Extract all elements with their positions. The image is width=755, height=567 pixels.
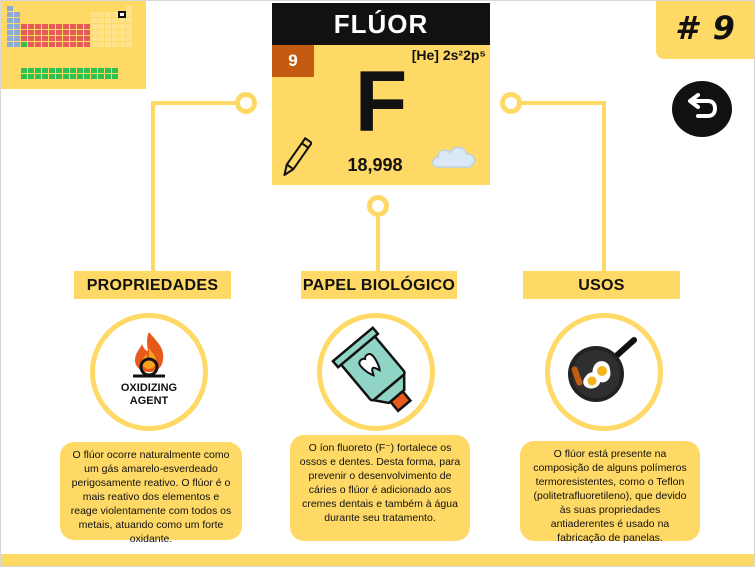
- toothpaste-icon: [317, 313, 435, 431]
- element-name: FLÚOR: [272, 3, 490, 45]
- connector-right-vertical: [602, 101, 606, 273]
- back-button[interactable]: [672, 81, 732, 137]
- electron-configuration: [He] 2s²2p⁵: [411, 47, 486, 63]
- description-papel-biologico: O íon fluoreto (F⁻) fortalece os ossos e…: [290, 435, 470, 541]
- pencil-icon: [282, 133, 314, 185]
- connector-left-horizontal: [151, 101, 237, 105]
- oxidizer-caption-2: AGENT: [130, 395, 169, 407]
- element-symbol: F: [354, 54, 408, 150]
- connector-dot-center: [367, 195, 389, 217]
- description-usos: O flúor está presente na composição de a…: [520, 441, 700, 544]
- connector-center-vertical: [376, 217, 380, 273]
- connector-dot-left: [235, 92, 257, 114]
- frying-pan-icon: [545, 313, 663, 431]
- oxidizing-agent-icon: OXIDIZING AGENT: [90, 313, 208, 431]
- gas-cloud-icon: [430, 141, 478, 175]
- connector-dot-right: [500, 92, 522, 114]
- connector-left-vertical: [151, 101, 155, 273]
- description-propriedades: O flúor ocorre naturalmente como um gás …: [60, 442, 242, 545]
- back-arrow-icon: [688, 93, 718, 118]
- atomic-number: 9: [272, 45, 314, 77]
- element-card: FLÚOR 9 [He] 2s²2p⁵ F 18,998: [272, 3, 490, 185]
- connector-right-horizontal: [520, 101, 606, 105]
- element-number-label: # 9: [675, 9, 737, 47]
- element-number-badge: # 9: [656, 1, 754, 59]
- label-usos: USOS: [523, 271, 680, 299]
- atomic-mass: 18,998: [347, 155, 403, 175]
- label-propriedades: PROPRIEDADES: [74, 271, 231, 299]
- label-papel-biologico: PAPEL BIOLÓGICO: [301, 271, 457, 299]
- oxidizer-caption-1: OXIDIZING: [121, 382, 177, 394]
- bottom-bar: [1, 554, 754, 566]
- periodic-table-icon: [1, 1, 146, 89]
